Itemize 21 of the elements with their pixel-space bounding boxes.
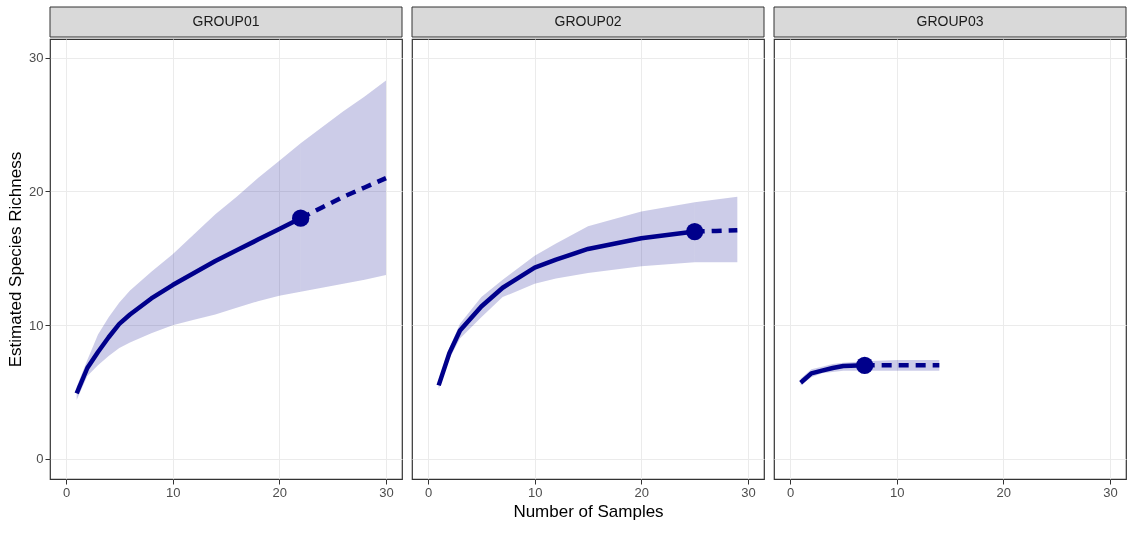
x-axis-title: Number of Samples: [513, 501, 664, 521]
x-tick-label: 10: [165, 484, 181, 500]
y-tick-label: 0: [36, 451, 44, 467]
chart-title: GROUP02: [554, 13, 622, 29]
x-tick-label: 20: [272, 484, 288, 500]
y-axis-title: Estimated Species Richness: [6, 151, 26, 368]
y-tick-label: 20: [29, 183, 44, 199]
x-tick-label: 10: [889, 484, 905, 500]
chart-title: GROUP03: [916, 13, 984, 29]
x-tick-label: 20: [996, 484, 1012, 500]
x-tick-label: 0: [424, 484, 433, 500]
y-tick-label: 10: [29, 317, 44, 333]
x-tick-label: 30: [379, 484, 394, 500]
x-tick-label: 0: [786, 484, 795, 500]
x-tick-label: 20: [634, 484, 650, 500]
x-tick-label: 30: [741, 484, 756, 500]
x-tick-label: 0: [62, 484, 71, 500]
y-tick-label: 30: [29, 50, 44, 66]
x-tick-label: 30: [1103, 484, 1118, 500]
chart-title: GROUP01: [192, 13, 260, 29]
x-tick-label: 10: [527, 484, 543, 500]
